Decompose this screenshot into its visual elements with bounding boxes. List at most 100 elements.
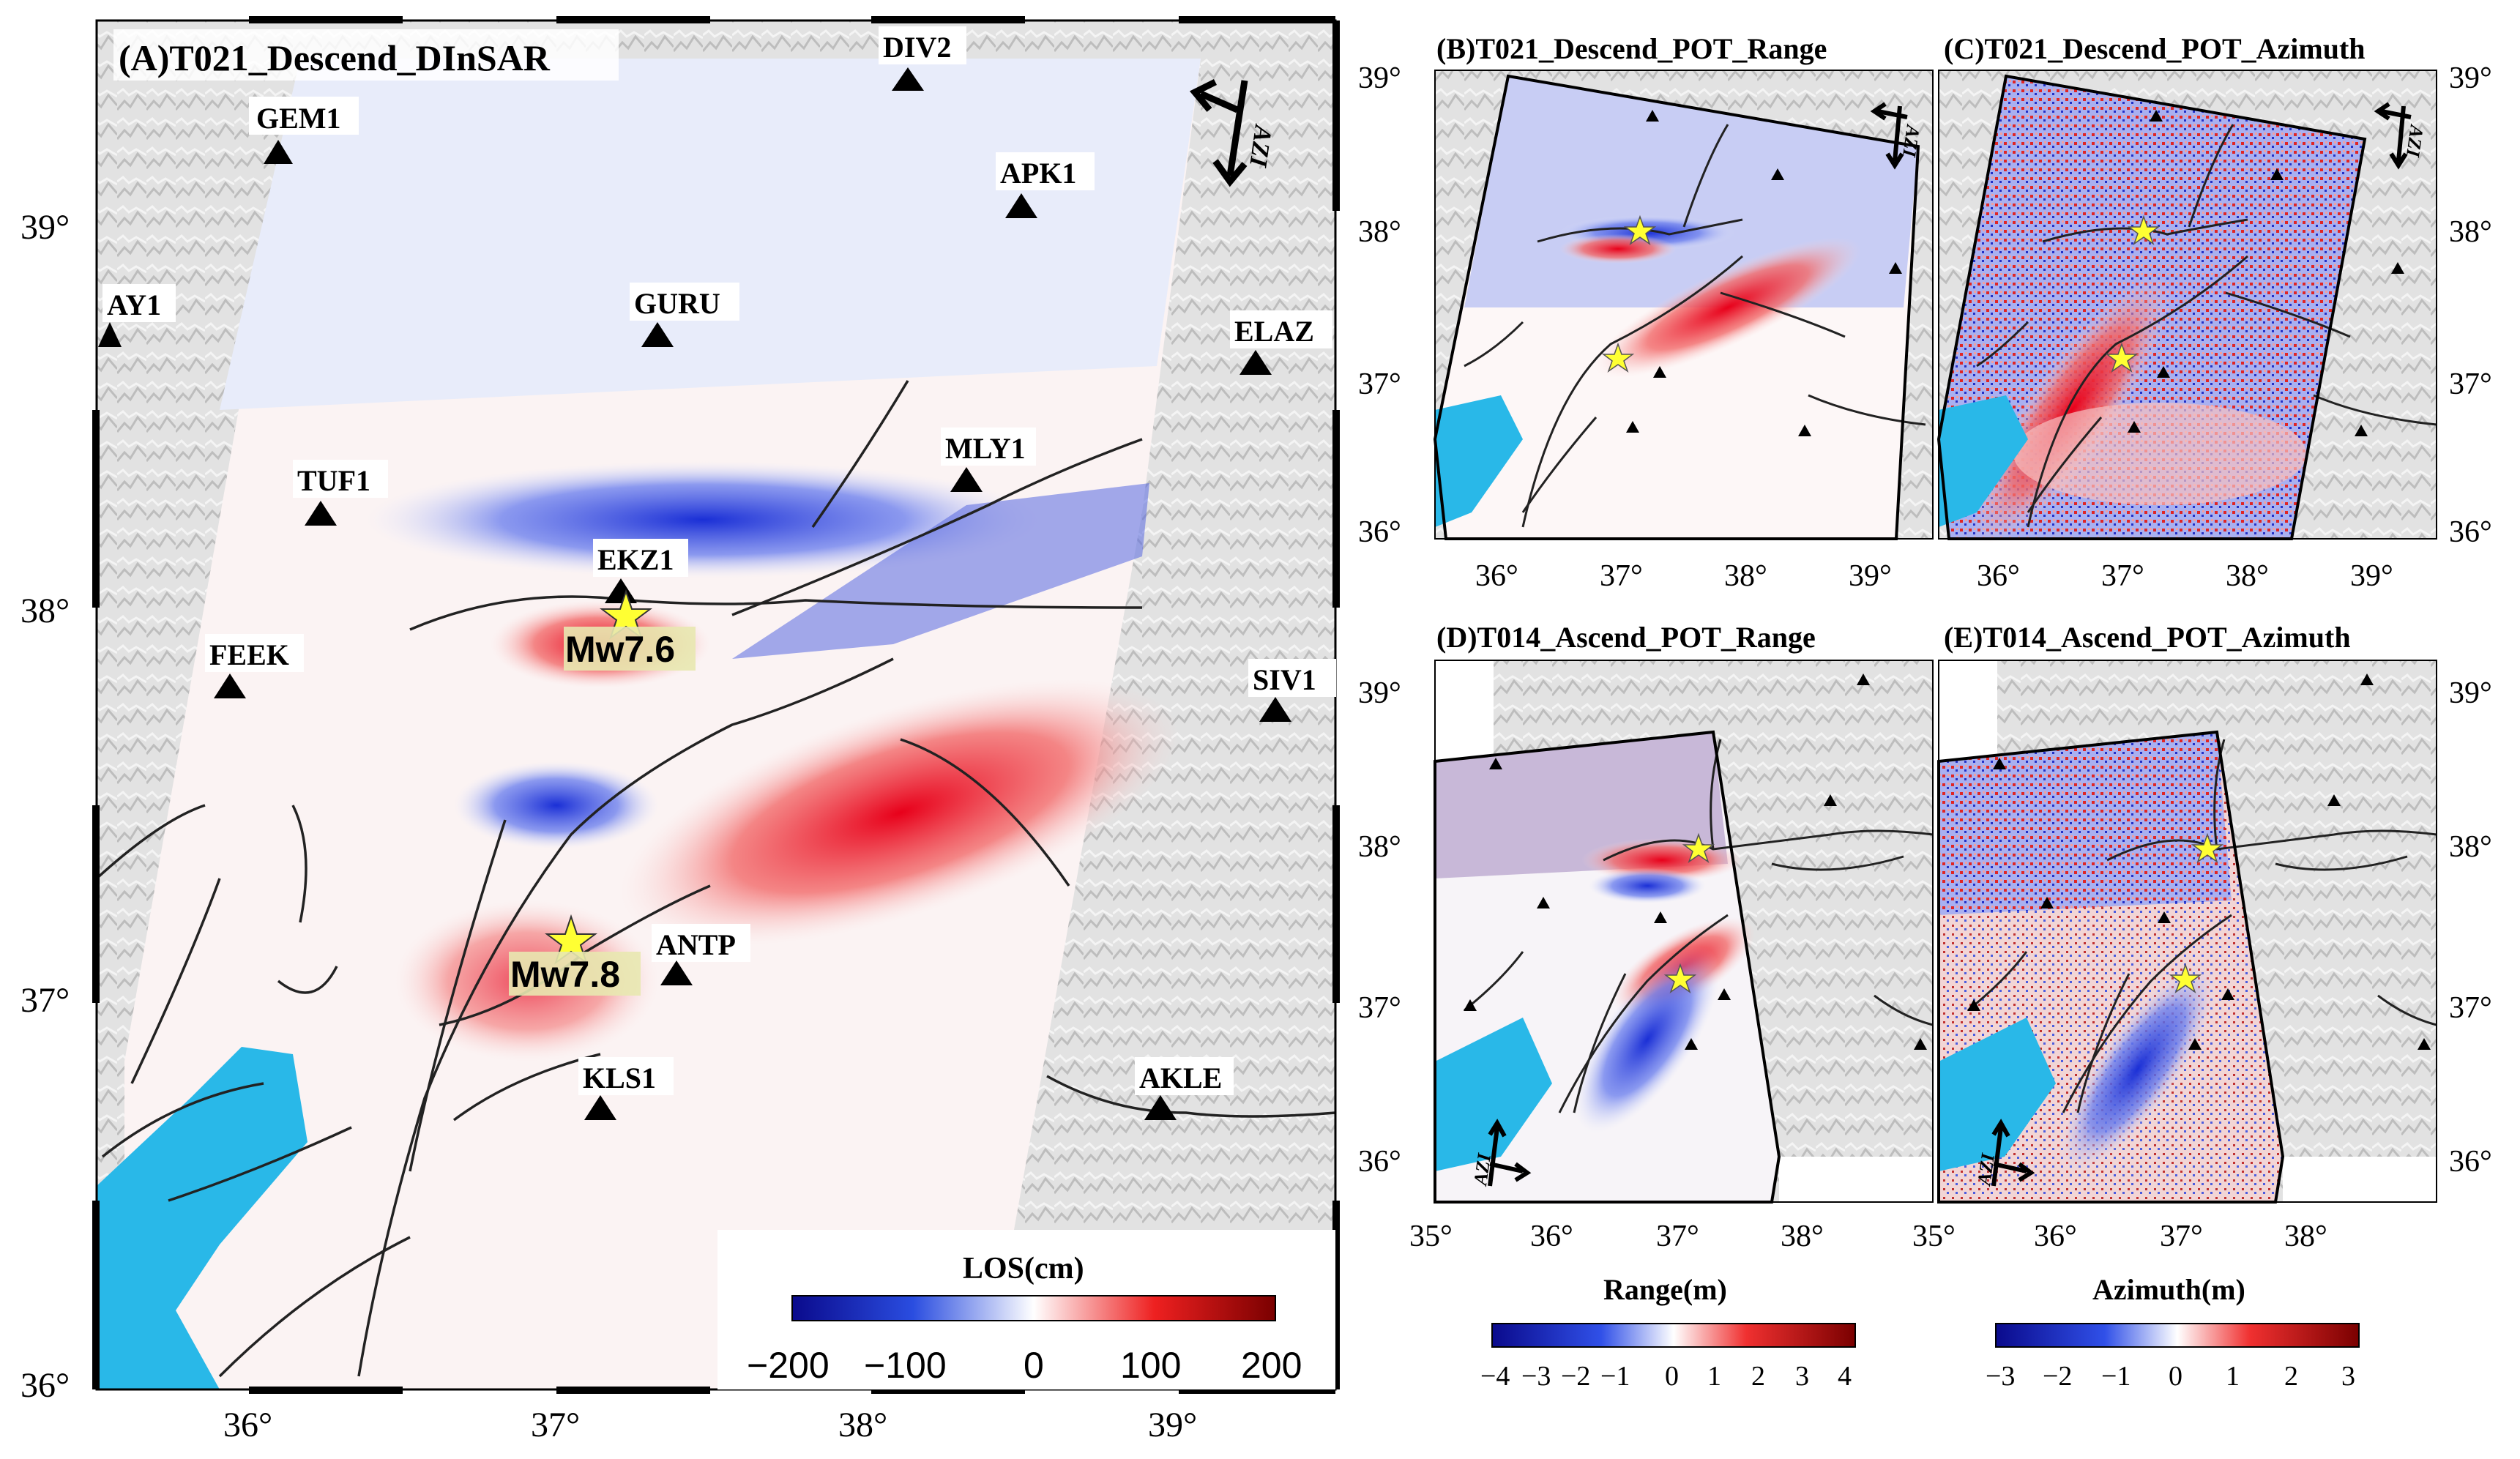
station-triangle-icon xyxy=(1259,697,1291,722)
svg-text:−3: −3 xyxy=(1986,1361,2015,1392)
svg-text:3: 3 xyxy=(2341,1361,2355,1392)
panel-c: AZI (C)T021_Descend_POT_Azimuth 36° 37° … xyxy=(1936,32,2492,593)
svg-text:38°: 38° xyxy=(2226,559,2269,593)
station-akle: AKLE xyxy=(1135,1057,1234,1120)
svg-text:ANTP: ANTP xyxy=(656,928,736,961)
station-triangle-icon xyxy=(1240,350,1272,375)
panel-e: AZI (E)T014_Ascend_POT_Azimuth 35° 36° 3… xyxy=(1912,621,2492,1253)
station-siv1: SIV1 xyxy=(1248,659,1336,722)
panel-d: AZI (D)T014_Ascend_POT_Range 35° 36° 37°… xyxy=(1358,621,1934,1253)
panel-a-frame-ticks xyxy=(92,16,1340,1394)
svg-text:APK1: APK1 xyxy=(1000,157,1076,190)
station-div2: DIV2 xyxy=(879,26,966,91)
svg-text:36°: 36° xyxy=(20,1366,70,1405)
svg-text:Azimuth(m): Azimuth(m) xyxy=(2092,1273,2245,1306)
panel-a-frame xyxy=(95,19,1337,1391)
svg-text:SIV1: SIV1 xyxy=(1253,663,1316,696)
decorrelation-zone xyxy=(732,483,1149,659)
svg-text:38°: 38° xyxy=(1358,830,1401,864)
red-deformation-lobe-east xyxy=(620,679,1181,946)
svg-text:0: 0 xyxy=(1665,1361,1679,1392)
station-apk1: APK1 xyxy=(996,152,1095,218)
star-icon xyxy=(2127,214,2161,245)
station-triangle-icon xyxy=(1005,193,1037,218)
svg-text:36°: 36° xyxy=(1475,559,1518,593)
svg-text:36°: 36° xyxy=(1358,1145,1401,1179)
svg-text:LOS(cm): LOS(cm) xyxy=(963,1252,1084,1286)
blue-deformation-lobe-north xyxy=(366,461,1040,578)
svg-text:200: 200 xyxy=(1241,1345,1302,1386)
svg-text:GURU: GURU xyxy=(634,287,720,320)
svg-text:38°: 38° xyxy=(20,592,70,630)
station-ekz1: EKZ1 xyxy=(593,539,688,603)
svg-text:−200: −200 xyxy=(747,1345,830,1386)
panel-c-title: (C)T021_Descend_POT_Azimuth xyxy=(1944,32,2366,65)
star-icon xyxy=(1601,342,1635,373)
svg-text:36°: 36° xyxy=(1358,515,1401,549)
los-colorbar: LOS(cm) −200 −100 0 100 200 xyxy=(717,1230,1335,1389)
svg-text:39°: 39° xyxy=(1358,676,1401,710)
station-triangle-icon xyxy=(605,578,637,603)
svg-text:AZI: AZI xyxy=(1898,122,1924,159)
star-icon xyxy=(2191,832,2224,863)
panel-d-title: (D)T014_Ascend_POT_Range xyxy=(1436,621,1816,654)
svg-text:−2: −2 xyxy=(2043,1361,2072,1392)
svg-text:GEM1: GEM1 xyxy=(256,102,341,135)
svg-text:35°: 35° xyxy=(1912,1220,1956,1253)
station-triangle-icon xyxy=(1144,1095,1177,1120)
station-triangle-icon xyxy=(660,960,693,985)
svg-text:36°: 36° xyxy=(2034,1220,2077,1253)
svg-text:38°: 38° xyxy=(1781,1220,1824,1253)
svg-text:37°: 37° xyxy=(1358,991,1401,1025)
svg-text:39°: 39° xyxy=(1849,559,1892,593)
svg-text:39°: 39° xyxy=(20,208,70,247)
star-icon xyxy=(1682,832,1715,863)
svg-text:37°: 37° xyxy=(1656,1220,1699,1253)
svg-text:39°: 39° xyxy=(2449,676,2492,710)
svg-text:TUF1: TUF1 xyxy=(297,464,370,497)
svg-text:ELAZ: ELAZ xyxy=(1234,315,1314,348)
fault-lines xyxy=(95,380,1336,1378)
svg-text:3: 3 xyxy=(1795,1361,1809,1392)
svg-text:37°: 37° xyxy=(2449,367,2492,401)
station-elaz: ELAZ xyxy=(1230,310,1332,375)
svg-text:36°: 36° xyxy=(1977,559,2020,593)
svg-text:0: 0 xyxy=(2169,1361,2182,1392)
svg-text:37°: 37° xyxy=(1358,367,1401,401)
svg-text:36°: 36° xyxy=(2449,1145,2492,1179)
svg-text:AZI: AZI xyxy=(1469,1152,1495,1188)
panel-a: (A)T021_Descend_DInSAR GEM1 DIV2 APK1 AY… xyxy=(20,16,1340,1444)
svg-text:1: 1 xyxy=(1707,1361,1721,1392)
svg-text:37°: 37° xyxy=(2101,559,2144,593)
azimuth-arrow-icon xyxy=(1870,102,1908,170)
svg-text:38°: 38° xyxy=(2284,1220,2327,1253)
svg-text:37°: 37° xyxy=(20,981,70,1020)
svg-text:37°: 37° xyxy=(531,1406,580,1444)
svg-text:AZI: AZI xyxy=(1973,1152,1999,1188)
svg-text:37°: 37° xyxy=(2449,991,2492,1025)
panel-b-title: (B)T021_Descend_POT_Range xyxy=(1436,32,1827,65)
star-icon xyxy=(1623,214,1657,245)
svg-text:AZI: AZI xyxy=(1244,122,1277,170)
svg-text:39°: 39° xyxy=(2350,559,2393,593)
svg-text:1: 1 xyxy=(2226,1361,2240,1392)
svg-text:38°: 38° xyxy=(2449,830,2492,864)
svg-text:EKZ1: EKZ1 xyxy=(597,543,674,576)
range-colorbar: Range(m) −4 −3 −2 −1 0 1 2 3 4 xyxy=(1480,1273,1856,1392)
svg-text:38°: 38° xyxy=(1358,215,1401,249)
panel-a-axis-labels: 36° 37° 38° 39° 36° 37° 38° 39° xyxy=(20,208,1197,1444)
svg-text:39°: 39° xyxy=(1148,1406,1197,1444)
star-icon xyxy=(2105,342,2139,373)
station-antp: ANTP xyxy=(652,924,750,985)
svg-text:−3: −3 xyxy=(1521,1361,1551,1392)
panel-e-title: (E)T014_Ascend_POT_Azimuth xyxy=(1944,621,2351,654)
svg-text:36°: 36° xyxy=(1530,1220,1573,1253)
svg-text:−2: −2 xyxy=(1561,1361,1590,1392)
svg-text:FEEK: FEEK xyxy=(209,638,289,671)
station-mly1: MLY1 xyxy=(941,428,1036,492)
svg-text:38°: 38° xyxy=(838,1406,887,1444)
svg-text:−1: −1 xyxy=(1600,1361,1630,1392)
station-triangle-icon xyxy=(214,673,246,698)
mediterranean-sea xyxy=(97,1047,307,1389)
svg-text:KLS1: KLS1 xyxy=(583,1061,656,1094)
